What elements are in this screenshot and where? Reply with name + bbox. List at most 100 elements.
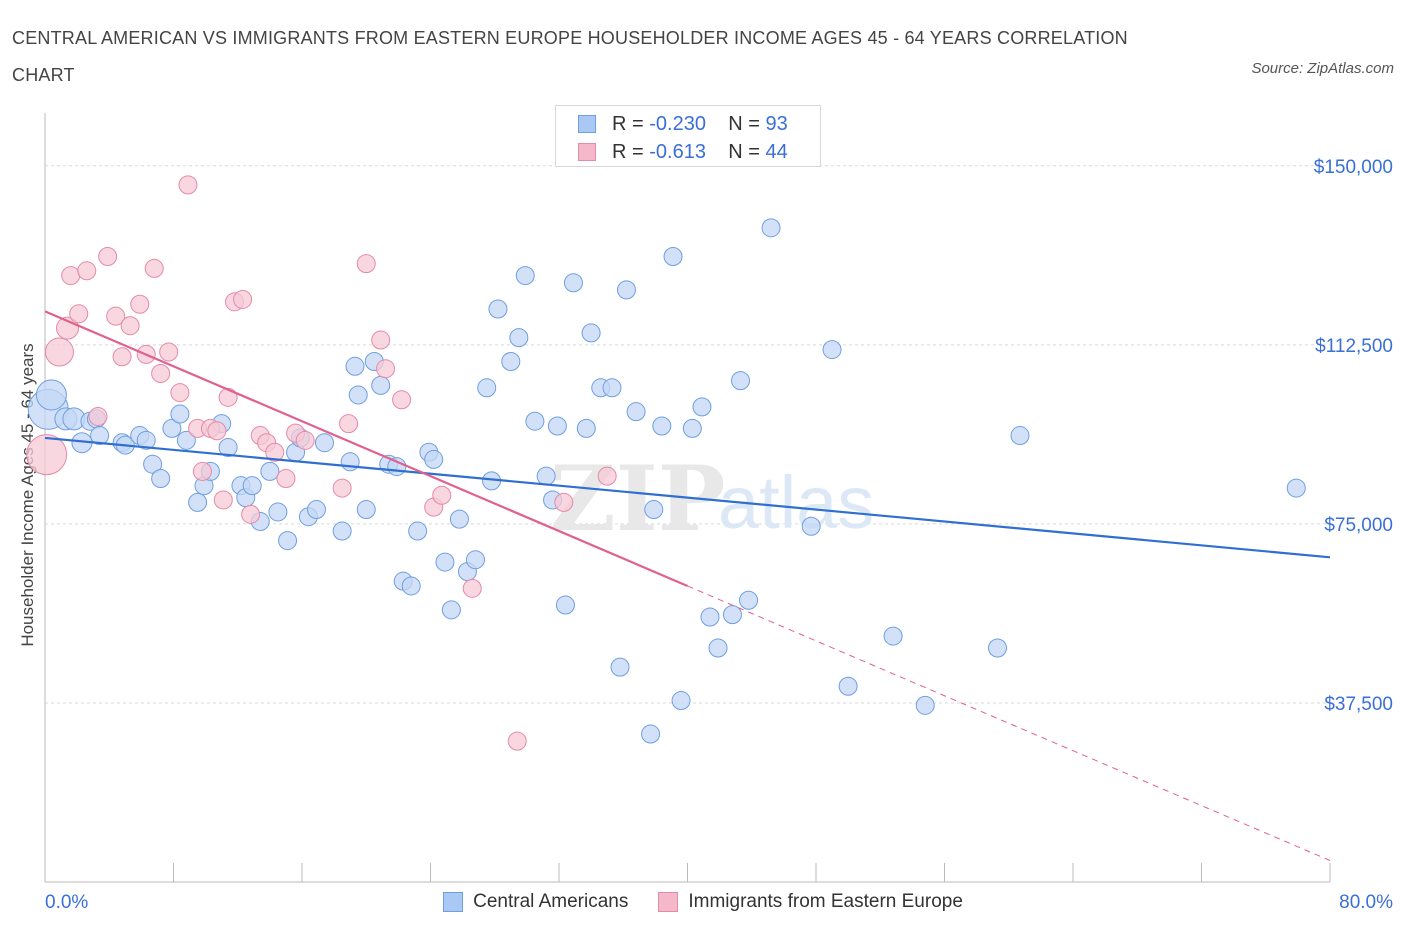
point-eastern-europe <box>77 261 97 281</box>
legend-swatch-pink <box>658 892 679 912</box>
point-central-americans <box>692 397 712 417</box>
point-central-americans <box>332 521 352 541</box>
point-eastern-europe <box>159 342 179 362</box>
point-central-americans <box>401 576 421 596</box>
point-eastern-europe <box>98 246 118 266</box>
point-central-americans <box>268 502 288 522</box>
point-central-americans <box>314 433 334 453</box>
point-central-americans <box>915 695 935 715</box>
point-central-americans <box>170 404 190 424</box>
stats-n-value: 93 <box>765 113 788 135</box>
x-tick-label: 80.0% <box>1339 892 1393 913</box>
point-central-americans <box>536 466 556 486</box>
y-tick-label: $37,500 <box>1324 694 1393 715</box>
stats-n-label: N = <box>728 141 766 163</box>
point-central-americans <box>176 430 196 450</box>
point-eastern-europe <box>151 363 171 383</box>
y-tick-label: $150,000 <box>1314 157 1393 178</box>
point-eastern-europe <box>69 304 89 324</box>
point-central-americans <box>739 590 759 610</box>
point-eastern-europe <box>192 461 212 481</box>
point-central-americans <box>563 273 583 293</box>
point-central-americans <box>188 492 208 512</box>
x-tick-label: 0.0% <box>45 892 88 913</box>
point-central-americans <box>449 509 469 529</box>
point-central-americans <box>682 418 702 438</box>
point-eastern-europe <box>339 414 359 434</box>
point-central-americans <box>345 356 365 376</box>
point-eastern-europe <box>106 306 126 326</box>
point-central-americans <box>602 378 622 398</box>
point-eastern-europe <box>554 492 574 512</box>
legend-item-central-americans: Central Americans <box>443 888 628 916</box>
point-eastern-europe <box>376 359 396 379</box>
point-central-americans <box>616 280 636 300</box>
point-central-americans <box>801 516 821 536</box>
trendline-eastern-europe-extension <box>687 585 1331 861</box>
point-central-americans <box>218 437 238 457</box>
point-eastern-europe <box>276 469 296 489</box>
point-central-americans <box>838 676 858 696</box>
point-central-americans <box>555 595 575 615</box>
point-central-americans <box>435 552 455 572</box>
point-central-americans <box>700 607 720 627</box>
point-central-americans <box>644 500 664 520</box>
point-central-americans <box>663 246 683 266</box>
point-central-americans <box>576 418 596 438</box>
point-eastern-europe <box>112 347 132 367</box>
point-central-americans <box>477 378 497 398</box>
point-eastern-europe <box>265 442 285 462</box>
point-central-americans <box>387 457 407 477</box>
point-central-americans <box>136 430 156 450</box>
point-eastern-europe <box>26 434 68 476</box>
point-central-americans <box>731 371 751 391</box>
point-central-americans <box>761 218 781 238</box>
stats-box: R = -0.230 N = 93 R = -0.613 N = 44 <box>555 105 821 167</box>
legend-label: Immigrants from Eastern Europe <box>688 891 963 912</box>
point-central-americans <box>883 626 903 646</box>
point-eastern-europe <box>130 294 150 314</box>
point-central-americans <box>465 550 485 570</box>
point-central-americans <box>371 375 391 395</box>
point-eastern-europe <box>61 266 81 286</box>
point-eastern-europe <box>371 330 391 350</box>
point-central-americans <box>488 299 508 319</box>
point-central-americans <box>408 521 428 541</box>
point-central-americans <box>581 323 601 343</box>
point-eastern-europe <box>462 578 482 598</box>
point-central-americans <box>260 461 280 481</box>
point-eastern-europe <box>356 254 376 274</box>
point-central-americans <box>242 476 262 496</box>
point-central-americans <box>162 418 182 438</box>
point-central-americans <box>641 724 661 744</box>
legend-item-eastern-europe: Immigrants from Eastern Europe <box>658 888 963 916</box>
point-eastern-europe <box>507 731 527 751</box>
point-central-americans <box>278 531 298 551</box>
point-central-americans <box>151 469 171 489</box>
point-eastern-europe <box>332 478 352 498</box>
point-eastern-europe <box>120 316 140 336</box>
point-central-americans <box>515 266 535 286</box>
stats-n-value: 44 <box>765 141 788 163</box>
stats-r-label: R = <box>612 113 650 135</box>
point-central-americans <box>626 402 646 422</box>
stats-r-label: R = <box>612 141 650 163</box>
legend: Central Americans Immigrants from Easter… <box>0 888 1406 916</box>
y-tick-label: $75,000 <box>1324 515 1393 536</box>
point-eastern-europe <box>144 258 164 278</box>
point-eastern-europe <box>178 175 198 195</box>
stats-n-label: N = <box>728 113 766 135</box>
stats-swatch-blue <box>578 115 596 133</box>
point-central-americans <box>348 385 368 405</box>
point-eastern-europe <box>88 406 108 426</box>
point-central-americans <box>525 411 545 431</box>
point-central-americans <box>143 454 163 474</box>
source-label: Source: ZipAtlas.com <box>1251 60 1394 77</box>
point-eastern-europe <box>392 390 412 410</box>
trendline-eastern-europe <box>44 310 688 587</box>
y-tick-label: $112,500 <box>1315 336 1393 357</box>
point-eastern-europe <box>597 466 617 486</box>
point-central-americans <box>441 600 461 620</box>
point-central-americans <box>501 352 521 372</box>
